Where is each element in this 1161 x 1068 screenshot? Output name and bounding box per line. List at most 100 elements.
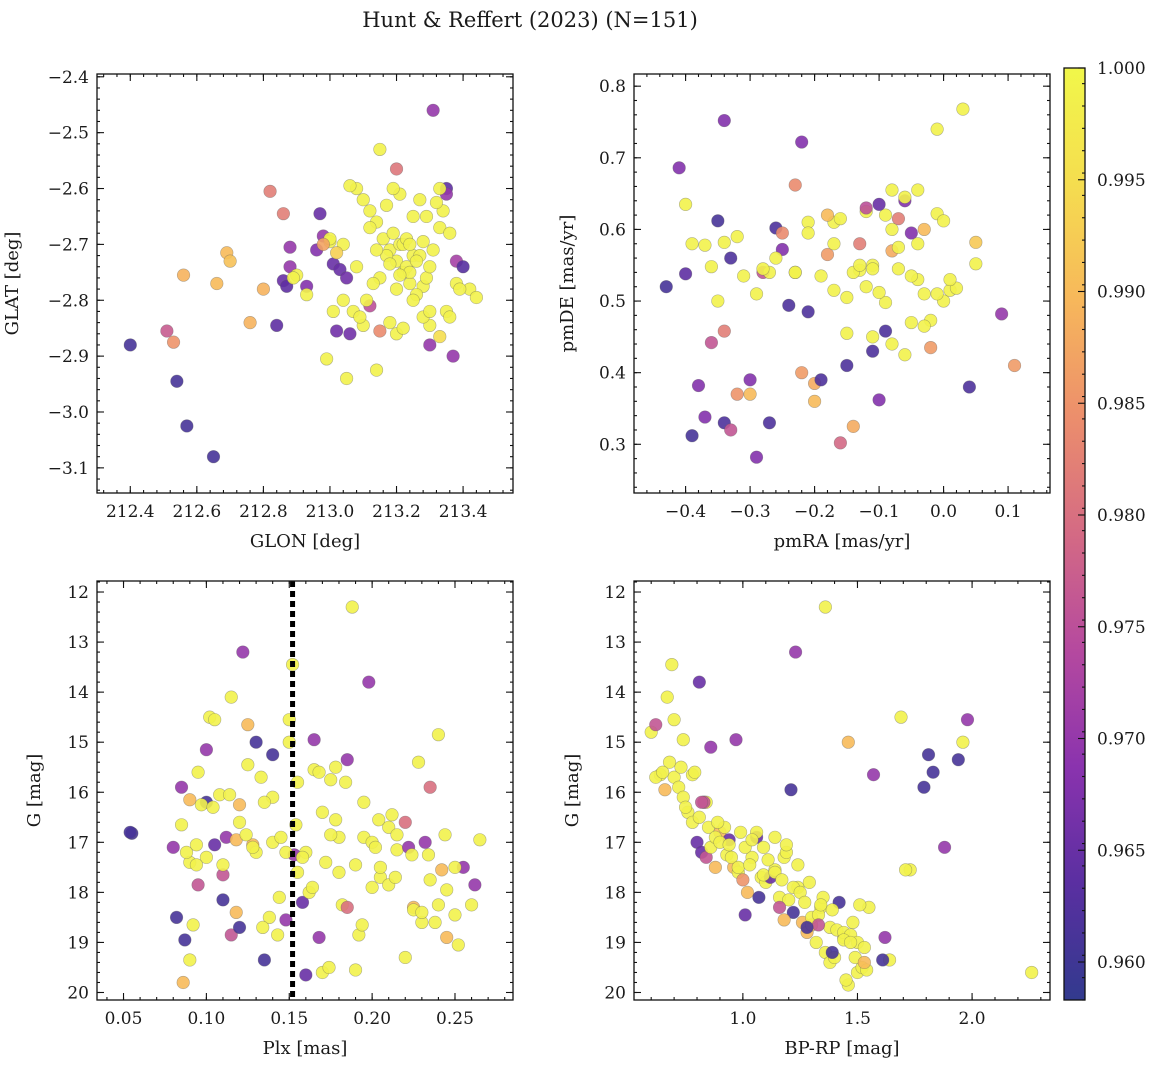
y-tick-label: −2.6 [48, 180, 89, 200]
data-point [429, 195, 444, 210]
colorbar-tick-label: 0.975 [1097, 618, 1146, 638]
data-point [456, 260, 470, 274]
colorbar-bar [1063, 67, 1086, 1001]
data-point [300, 288, 314, 302]
data-point [385, 808, 399, 822]
data-point [270, 318, 284, 333]
data-point [363, 204, 377, 218]
data-point [717, 324, 731, 338]
data-point [857, 955, 871, 970]
data-point [433, 221, 447, 235]
data-point [872, 285, 886, 300]
data-point [366, 276, 380, 291]
data-point [448, 860, 462, 874]
data-point [386, 181, 400, 196]
data-point [930, 122, 944, 136]
data-point [396, 321, 410, 335]
data-point [170, 374, 184, 388]
data-point [782, 893, 796, 907]
data-point [825, 945, 839, 960]
data-point [866, 344, 880, 358]
data-point [312, 765, 326, 779]
data-point [386, 226, 400, 240]
data-point [704, 260, 719, 274]
data-point [176, 268, 191, 282]
x-axis-label: GLON [deg] [250, 531, 360, 552]
colorbar-tick-label: 0.960 [1097, 953, 1146, 973]
data-point [956, 102, 970, 116]
data-point [904, 269, 918, 283]
x-tick-label: 0.25 [436, 1009, 474, 1029]
data-point [898, 863, 913, 877]
data-point [724, 850, 739, 864]
data-point [443, 226, 457, 240]
data-point [216, 893, 230, 907]
data-point [678, 197, 693, 211]
data-point [283, 240, 297, 254]
data-point [232, 798, 247, 812]
data-point [160, 324, 174, 338]
data-point [859, 280, 873, 294]
data-point [846, 915, 860, 930]
data-point [649, 718, 663, 732]
data-point [814, 898, 828, 912]
data-point [428, 915, 442, 930]
data-point [857, 940, 871, 955]
data-point [937, 840, 952, 854]
data-point [406, 293, 420, 307]
data-point [433, 329, 447, 344]
data-point [866, 330, 880, 344]
data-point [800, 920, 814, 935]
y-tick-label: 0.6 [599, 220, 626, 240]
data-point [708, 860, 722, 874]
data-point [123, 825, 137, 839]
data-point [186, 918, 200, 932]
data-point [423, 338, 437, 352]
data-point [820, 247, 835, 262]
data-point [349, 260, 364, 274]
data-point [271, 928, 285, 942]
data-point [362, 675, 376, 689]
data-point [368, 840, 383, 854]
scatter-points [644, 600, 1039, 992]
data-point [330, 246, 344, 260]
data-point [339, 775, 353, 789]
data-point [330, 324, 344, 338]
x-tick-label: −0.4 [665, 502, 706, 522]
y-tick-label: 14 [67, 683, 89, 703]
x-tick-label: 0.05 [105, 1009, 143, 1029]
data-point [876, 953, 890, 967]
data-point [678, 800, 693, 814]
data-point [691, 378, 706, 393]
data-point [357, 795, 371, 809]
data-point [419, 271, 434, 285]
data-point [421, 848, 436, 862]
data-point [295, 850, 310, 864]
data-point [891, 262, 906, 276]
x-tick-label: −0.2 [794, 502, 835, 522]
data-point [949, 281, 964, 295]
data-point [431, 898, 446, 912]
data-point [788, 178, 802, 192]
data-point [423, 304, 437, 319]
x-tick-label: 0.10 [187, 1009, 225, 1029]
colorbar-tick-label: 0.965 [1097, 841, 1146, 861]
data-point [840, 290, 854, 305]
data-point [737, 269, 751, 283]
colorbar: 0.960 0.965 0.970 0.975 0.980 0.985 0.990 0.995… [1063, 59, 1146, 1001]
x-tick-label: 0.20 [353, 1009, 391, 1029]
y-tick-label: −3.1 [48, 459, 89, 479]
data-point [807, 394, 822, 408]
data-point [390, 828, 404, 842]
data-point [373, 860, 388, 874]
y-axis-label: GLAT [deg] [2, 232, 23, 336]
colorbar-tick-label: 0.970 [1097, 730, 1146, 750]
data-point [872, 197, 886, 211]
data-point [743, 858, 757, 872]
y-tick-label: 13 [67, 633, 89, 653]
y-tick-label: 19 [67, 933, 89, 953]
y-tick-label: 12 [604, 583, 626, 603]
data-point [917, 222, 931, 237]
data-point [222, 788, 237, 802]
data-point [446, 349, 460, 363]
